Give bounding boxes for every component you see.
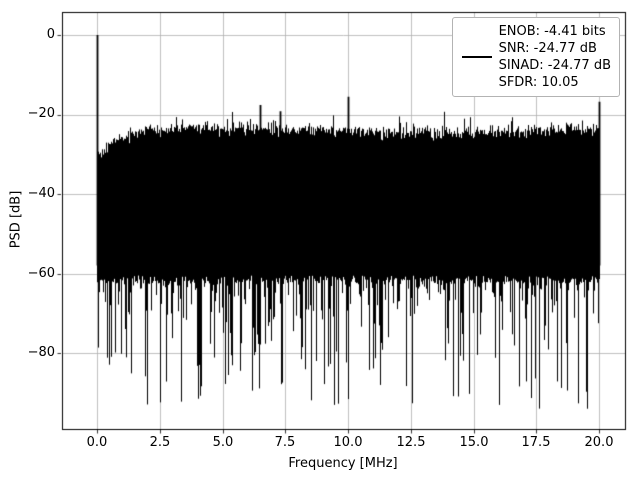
legend-entry-enob: ENOB: -4.41 bits [498, 24, 606, 39]
x-tick-label: 5.0 [212, 435, 234, 450]
x-tick-label: 12.5 [396, 435, 426, 450]
x-tick-label: 10.0 [333, 435, 363, 450]
y-tick-label: −80 [27, 345, 55, 360]
y-tick-label: −40 [27, 186, 55, 201]
x-tick-label: 15.0 [459, 435, 489, 450]
legend-entry-sinad: SINAD: -24.77 dB [498, 58, 611, 73]
legend-labels: ENOB: -4.41 bits SNR: -24.77 dB SINAD: -… [499, 23, 611, 91]
x-tick-label: 7.5 [274, 435, 296, 450]
legend: ENOB: -4.41 bits SNR: -24.77 dB SINAD: -… [451, 17, 620, 97]
x-tick-label: 17.5 [521, 435, 551, 450]
x-tick-label: 2.5 [149, 435, 171, 450]
x-tick-label: 20.0 [584, 435, 614, 450]
x-axis-label: Frequency [MHz] [288, 456, 398, 471]
y-tick-label: −20 [27, 106, 55, 121]
legend-entry-snr: SNR: -24.77 dB [498, 41, 597, 56]
legend-line-sample [461, 56, 492, 58]
y-tick-label: −60 [27, 266, 55, 281]
y-axis-label: PSD [dB] [8, 190, 24, 249]
x-tick-label: 0.0 [86, 435, 108, 450]
y-tick-label: 0 [46, 27, 55, 42]
legend-entry-sfdr: SFDR: 10.05 [498, 75, 579, 90]
